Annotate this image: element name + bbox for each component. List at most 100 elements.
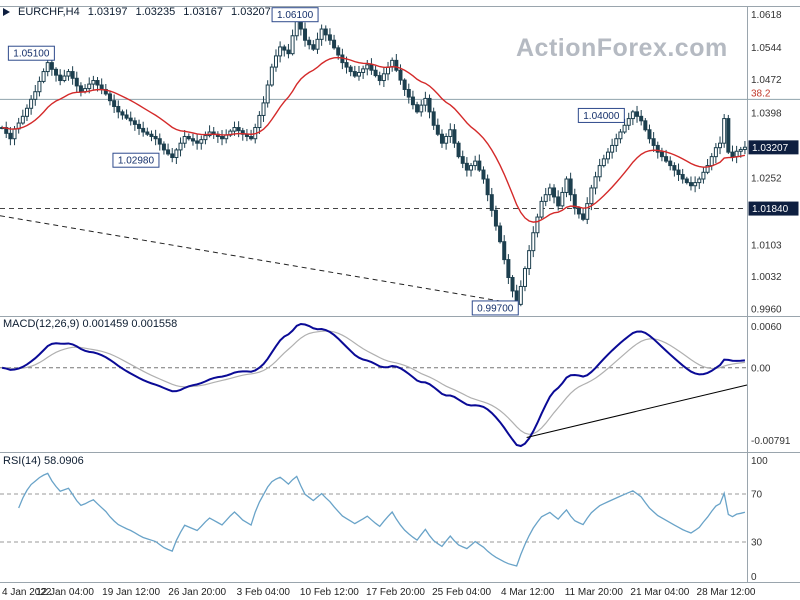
candle-body xyxy=(327,34,332,41)
candle-body xyxy=(684,178,689,184)
candle-body xyxy=(581,213,586,220)
candle-body xyxy=(37,80,42,93)
x-axis-label: 3 Feb 04:00 xyxy=(237,587,291,598)
price-tick: 0.9960 xyxy=(751,304,782,315)
candle-body xyxy=(377,75,382,82)
candle-body xyxy=(597,165,602,178)
candle-body xyxy=(419,104,424,113)
macd-axis-top: 0.0060 xyxy=(751,322,782,333)
candle-body xyxy=(435,124,440,135)
chart-header: EURCHF,H4 1.03197 1.03235 1.03167 1.0320… xyxy=(3,6,271,18)
candle-body xyxy=(552,187,557,198)
candle-body xyxy=(303,28,308,41)
price-callout-label: 1.06100 xyxy=(277,10,314,21)
candle-body xyxy=(257,114,262,129)
candle-body xyxy=(664,156,669,162)
candle-body xyxy=(394,59,399,71)
candle-body xyxy=(24,107,29,117)
candle-body xyxy=(282,46,287,51)
candle-body xyxy=(352,71,357,77)
candle-body xyxy=(618,131,623,140)
candle-body xyxy=(199,139,204,144)
candle-body xyxy=(74,77,79,87)
candle-body xyxy=(365,64,370,70)
candle-body xyxy=(116,105,121,113)
candle-body xyxy=(232,127,237,132)
candle-body xyxy=(423,97,428,106)
candle-body xyxy=(141,127,146,133)
candle-body xyxy=(273,55,278,68)
candle-body xyxy=(531,232,536,252)
candle-body xyxy=(249,135,254,140)
candle-body xyxy=(170,153,175,159)
candle-body xyxy=(145,131,150,135)
candle-body xyxy=(290,35,295,55)
candle-body xyxy=(489,194,494,211)
candle-body xyxy=(697,178,702,184)
candle-body xyxy=(415,104,420,113)
price-badge-label: 1.03207 xyxy=(752,143,789,154)
candle-body xyxy=(527,250,532,270)
candle-body xyxy=(62,75,67,82)
candle-body xyxy=(261,102,266,116)
candle-body xyxy=(560,191,565,207)
ma-line xyxy=(1,56,746,223)
candle-body xyxy=(485,178,490,196)
candle-body xyxy=(157,138,162,145)
candle-body xyxy=(688,182,693,187)
candle-body xyxy=(431,111,436,126)
candle-body xyxy=(589,187,594,205)
candle-body xyxy=(718,142,723,149)
ohlc-low: 1.03167 xyxy=(183,6,224,18)
candle-body xyxy=(477,160,482,171)
candle-body xyxy=(174,149,179,159)
candle-body xyxy=(439,133,444,144)
candle-body xyxy=(203,135,208,141)
rsi-tick: 0 xyxy=(751,572,757,583)
candle-body xyxy=(58,74,63,82)
candle-body xyxy=(236,127,241,132)
candle-body xyxy=(356,71,361,77)
rsi-tick: 100 xyxy=(751,456,768,467)
candle-body xyxy=(361,68,366,73)
candle-body xyxy=(547,187,552,196)
candle-body xyxy=(481,169,486,180)
candle-body xyxy=(676,169,681,176)
candle-body xyxy=(605,151,610,160)
candle-body xyxy=(655,144,660,153)
macd-signal-line xyxy=(2,330,745,435)
candle-body xyxy=(190,138,195,142)
price-tick: 1.0252 xyxy=(751,174,782,185)
candle-body xyxy=(99,84,104,90)
candle-body xyxy=(336,47,341,56)
candle-body xyxy=(730,151,735,158)
candle-body xyxy=(647,129,652,140)
candle-body xyxy=(564,178,569,193)
price-tick: 1.0472 xyxy=(751,75,782,86)
candle-body xyxy=(112,100,117,107)
candle-body xyxy=(444,135,449,144)
candle-body xyxy=(498,225,503,243)
symbol-title: EURCHF,H4 xyxy=(18,6,80,18)
candle-body xyxy=(286,49,291,55)
candle-body xyxy=(12,128,17,140)
candle-body xyxy=(585,203,590,220)
price-tick: 1.0544 xyxy=(751,43,782,54)
candle-body xyxy=(307,39,312,46)
falling-trendline-dashed xyxy=(0,215,512,304)
candle-body xyxy=(672,165,677,171)
candle-body xyxy=(502,241,507,261)
candle-body xyxy=(315,38,320,50)
candle-body xyxy=(95,80,100,86)
candle-body xyxy=(132,120,137,125)
candle-body xyxy=(469,165,474,171)
candle-body xyxy=(344,62,349,68)
candle-body xyxy=(709,156,714,167)
candle-body xyxy=(332,39,337,49)
candle-body xyxy=(224,134,229,140)
candle-body xyxy=(705,165,710,173)
candle-body xyxy=(518,285,523,305)
